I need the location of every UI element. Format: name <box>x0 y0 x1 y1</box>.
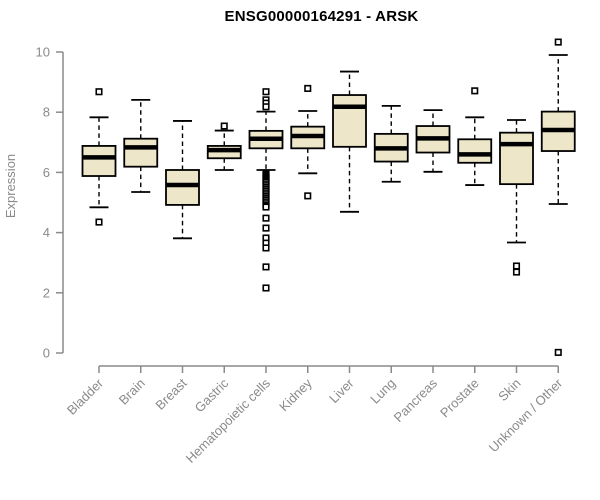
chart-title: ENSG00000164291 - ARSK <box>224 8 419 25</box>
outlier-point-kidney <box>304 192 312 200</box>
box-skin <box>499 131 534 186</box>
x-tick-label-brain: Brain <box>116 376 148 408</box>
outlier-point-bladder <box>95 218 103 226</box>
x-tick-label-gastric: Gastric <box>192 375 232 415</box>
x-tick-label-skin: Skin <box>495 376 523 404</box>
y-tick-label-6: 6 <box>43 165 50 180</box>
y-tick-label-8: 8 <box>43 105 50 120</box>
box-liver <box>332 94 367 148</box>
outlier-point-prostate <box>471 87 479 95</box>
outlier-point-kidney <box>304 84 312 92</box>
box-brain <box>123 137 159 168</box>
outlier-point-skin <box>512 268 521 276</box>
outlier-point-hematopoietic-cells <box>262 88 270 96</box>
outlier-point-hematopoietic-cells <box>262 244 270 252</box>
box-prostate <box>457 138 493 164</box>
x-tick-label-unknown-other: Unknown / Other <box>486 375 566 455</box>
x-tick-label-liver: Liver <box>326 375 357 406</box>
outlier-point-hematopoietic-cells <box>262 103 270 111</box>
y-tick-label-4: 4 <box>43 225 50 240</box>
outlier-point-hematopoietic-cells <box>262 203 270 211</box>
x-tick-label-breast: Breast <box>152 375 189 412</box>
outlier-point-unknown-other <box>554 38 562 46</box>
outlier-point-hematopoietic-cells <box>262 214 270 222</box>
x-tick-label-pancreas: Pancreas <box>391 375 441 425</box>
box-bladder <box>81 145 117 177</box>
outlier-point-gastric <box>220 122 228 130</box>
x-tick-label-lung: Lung <box>367 376 398 407</box>
outlier-point-skin <box>512 262 521 270</box>
x-tick-label-prostate: Prostate <box>437 376 482 421</box>
y-tick-label-2: 2 <box>43 285 50 300</box>
outlier-point-hematopoietic-cells <box>262 284 270 292</box>
outlier-point-hematopoietic-cells <box>262 224 270 232</box>
outlier-point-bladder <box>95 88 103 96</box>
outlier-point-hematopoietic-cells <box>262 263 270 271</box>
box-breast <box>165 169 200 206</box>
y-tick-label-0: 0 <box>43 346 50 361</box>
y-tick-label-10: 10 <box>36 45 50 60</box>
x-tick-label-kidney: Kidney <box>276 375 315 414</box>
outlier-point-unknown-other <box>554 348 562 356</box>
x-tick-label-bladder: Bladder <box>64 375 107 418</box>
